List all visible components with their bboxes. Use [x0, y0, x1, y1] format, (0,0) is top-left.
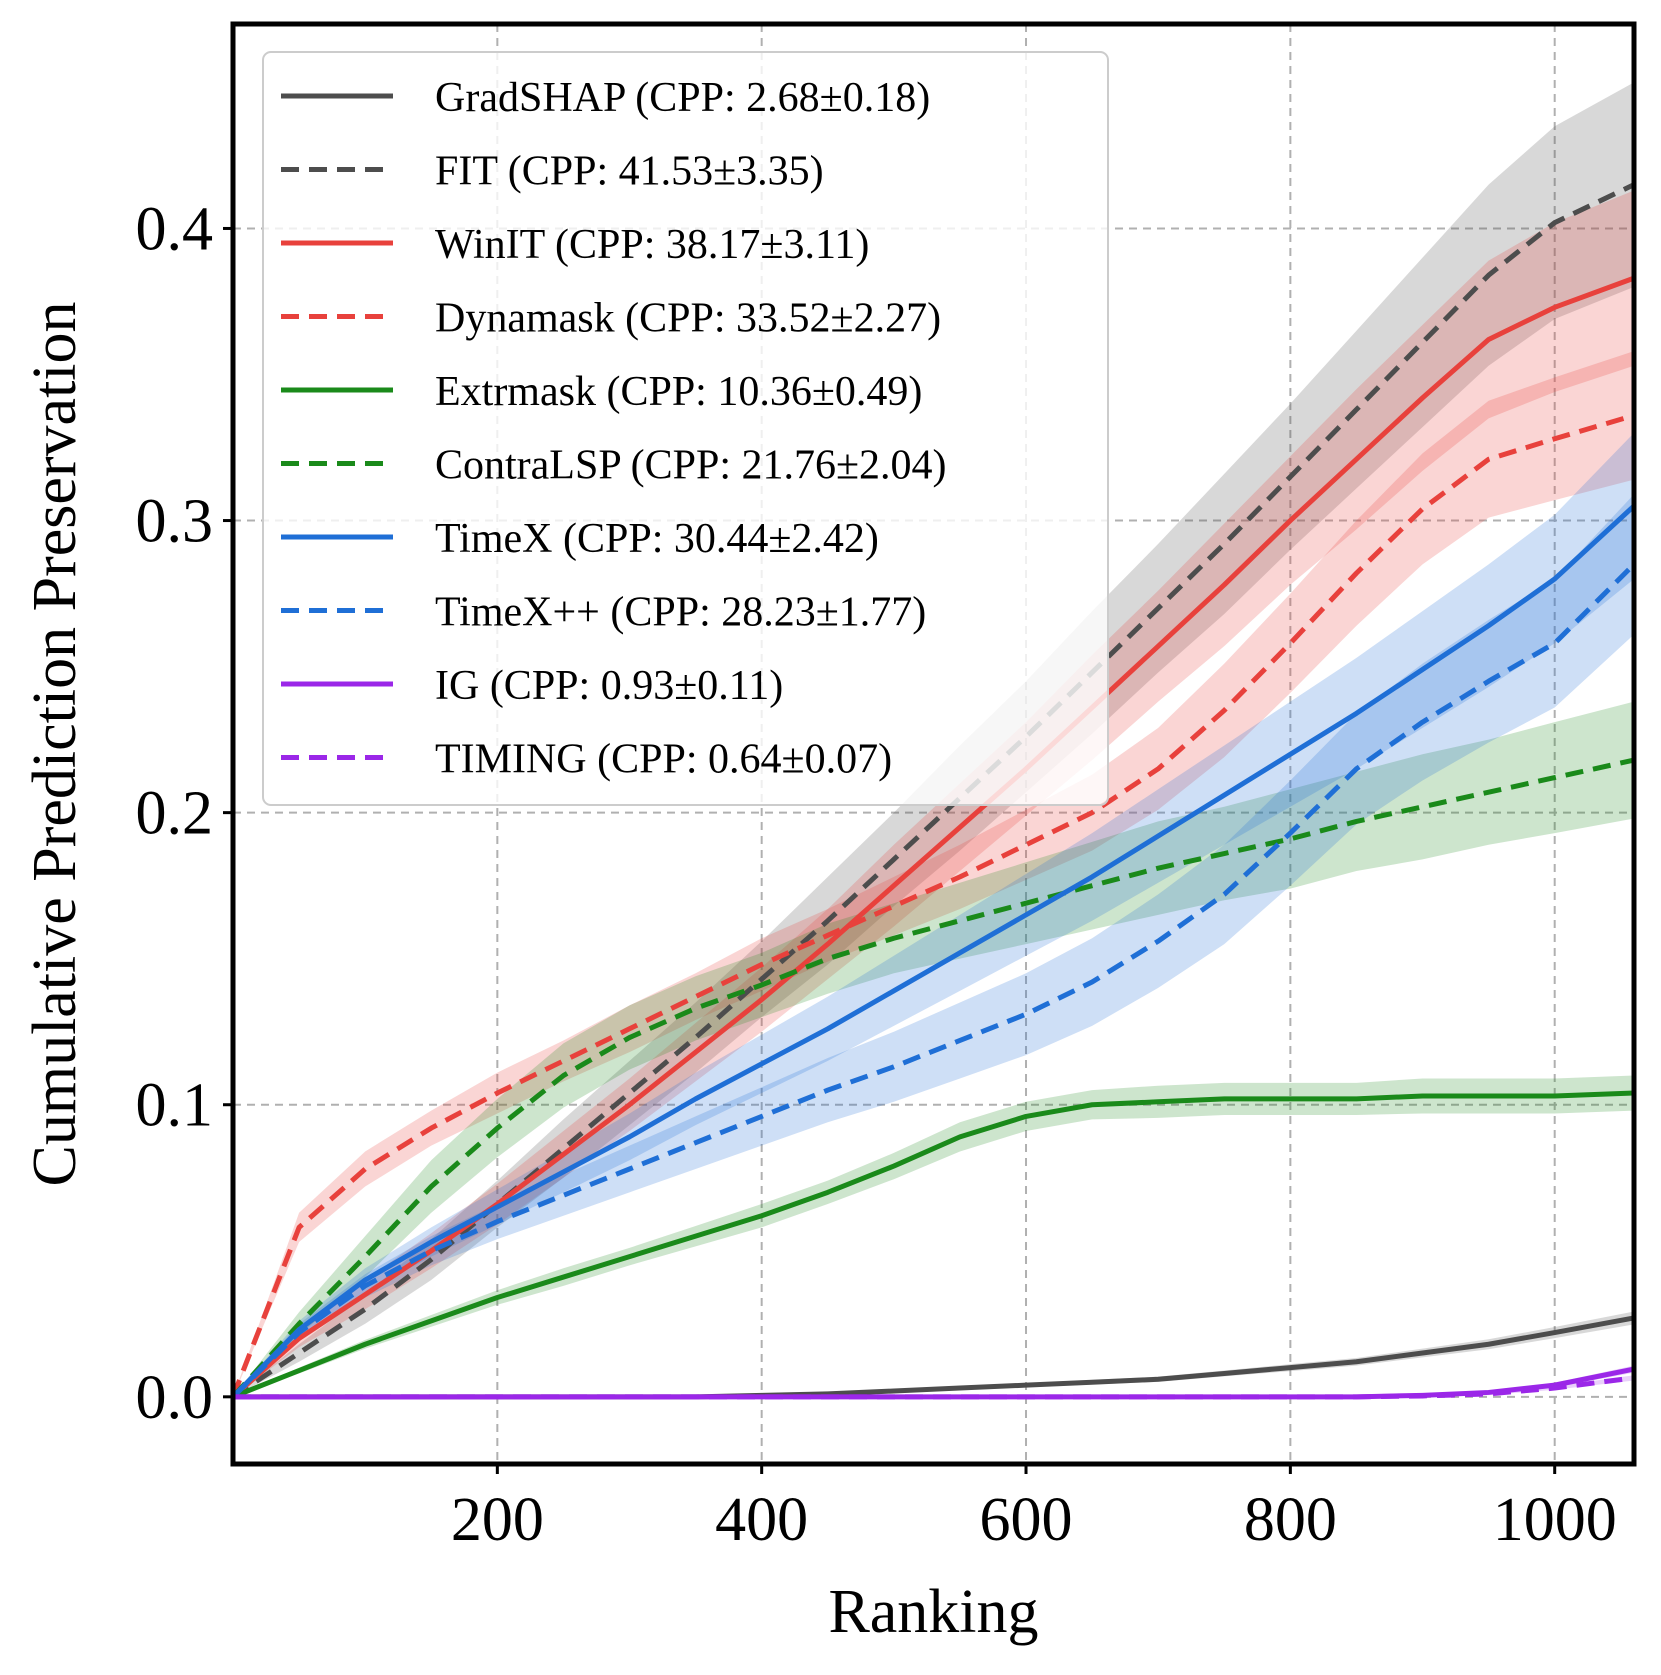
legend-label-timing: TIMING (CPP: 0.64±0.07) — [435, 737, 892, 783]
legend-box — [262, 51, 1109, 806]
legend-label-gradshap: GradSHAP (CPP: 2.68±0.18) — [435, 75, 930, 121]
y-tick-label: 0.2 — [136, 780, 214, 848]
series-line-extrmask — [232, 1090, 1635, 1400]
x-tick-label: 200 — [451, 1486, 544, 1554]
line-layer — [230, 182, 1636, 1400]
legend-label-contralsp: ContraLSP (CPP: 21.76±2.04) — [435, 443, 947, 489]
x-tick-label: 1000 — [1493, 1486, 1617, 1554]
series-line-timex — [231, 504, 1636, 1399]
series-line-timing — [233, 1375, 1635, 1400]
y-tick-label: 0.0 — [136, 1364, 214, 1432]
y-axis-label: Cumulative Prediction Preservation — [21, 301, 89, 1186]
band-timex — [233, 432, 1634, 1397]
series-line-fit — [231, 182, 1636, 1399]
legend-label-fit: FIT (CPP: 41.53±3.35) — [435, 149, 824, 195]
series-line-gradshap — [233, 1315, 1635, 1400]
series-line-dynamask — [230, 413, 1635, 1398]
y-tick-label: 0.1 — [136, 1072, 214, 1140]
series-line-timexplusplus — [231, 562, 1636, 1399]
band-timexplusplus — [233, 494, 1634, 1397]
band-layer — [233, 82, 1634, 1397]
band-extrmask — [233, 1075, 1634, 1397]
legend-label-extrmask: Extrmask (CPP: 10.36±0.49) — [435, 369, 922, 415]
legend-label-ig: IG (CPP: 0.93±0.11) — [435, 663, 783, 709]
band-dynamask — [233, 351, 1634, 1397]
band-contralsp — [233, 701, 1634, 1397]
legend-label-winit: WinIT (CPP: 38.17±3.11) — [435, 222, 869, 268]
tick-layer: 200 400 600 800 1000 0.0 0.1 0.2 0.3 0.4 — [136, 195, 1617, 1554]
band-winit — [233, 190, 1634, 1397]
band-fit — [233, 82, 1634, 1397]
band-ig — [233, 1365, 1634, 1397]
y-tick-label: 0.3 — [136, 488, 214, 556]
legend-label-dynamask: Dynamask (CPP: 33.52±2.27) — [435, 296, 941, 342]
legend: GradSHAP (CPP: 2.68±0.18) FIT (CPP: 41.53… — [262, 51, 1109, 806]
x-tick-label: 600 — [980, 1486, 1073, 1554]
plot-frame — [230, 21, 1637, 1467]
y-tick-label: 0.4 — [136, 195, 214, 263]
x-tick-label: 800 — [1244, 1486, 1337, 1554]
x-axis-label: Ranking — [828, 1578, 1038, 1646]
series-line-winit — [231, 275, 1635, 1399]
series-line-ig — [233, 1366, 1635, 1400]
x-tick-label: 400 — [715, 1486, 808, 1554]
legend-label-timex: TimeX (CPP: 30.44±2.42) — [435, 516, 879, 562]
legend-label-timexplusplus: TimeX++ (CPP: 28.23±1.77) — [435, 590, 926, 636]
series-line-contralsp — [231, 757, 1635, 1399]
